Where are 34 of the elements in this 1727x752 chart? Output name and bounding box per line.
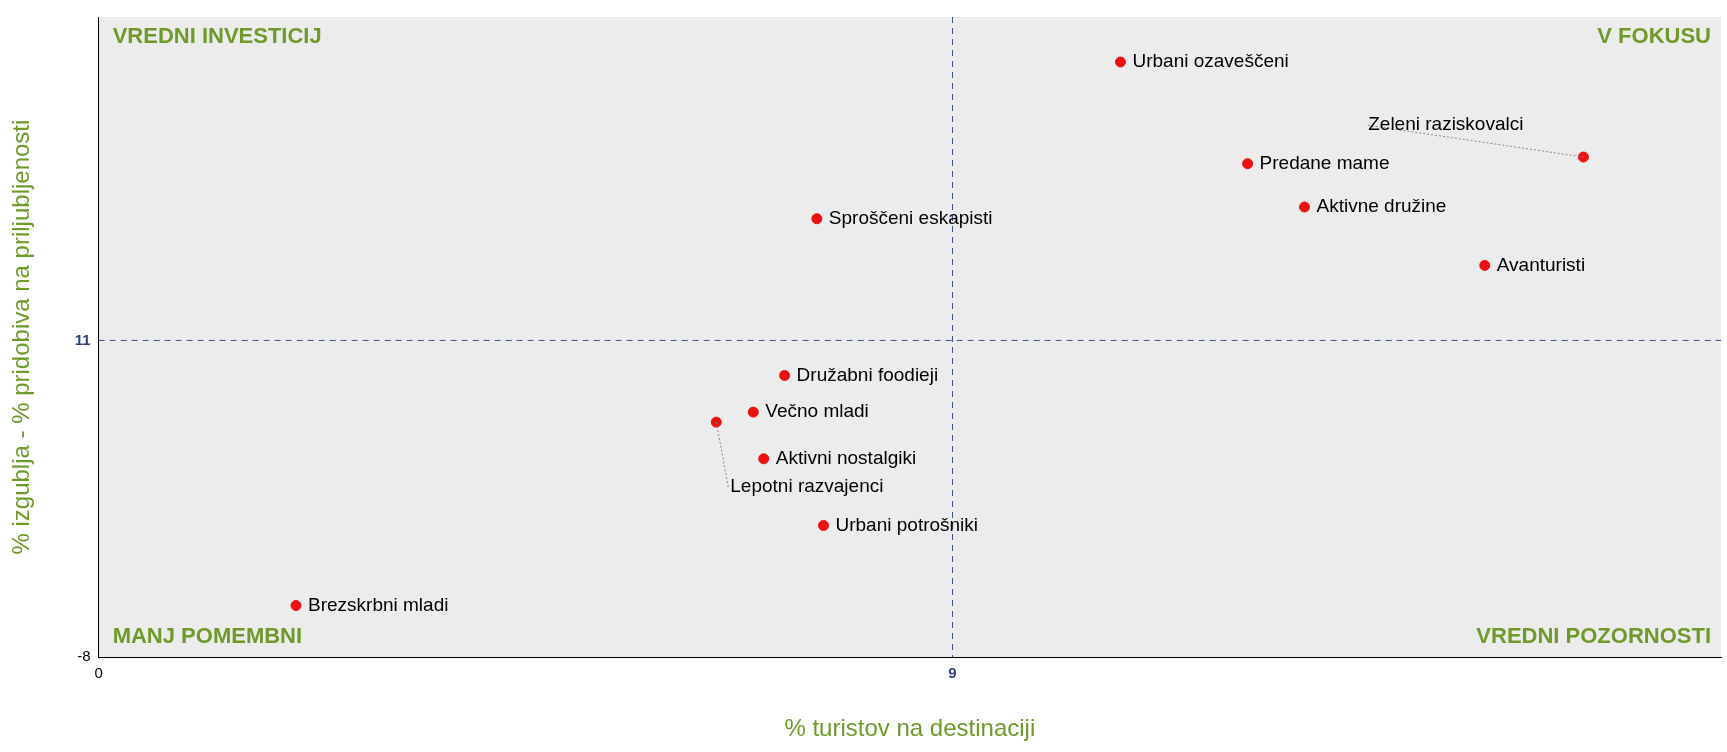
annotation: VREDNI POZORNOSTI (1476, 623, 1711, 649)
point (1114, 56, 1126, 68)
annotation: Lepotni razvajenci (730, 475, 884, 497)
x-axis-title: % turistov na destinaciji (784, 714, 1036, 742)
y-tick-label: -8 (77, 647, 91, 665)
x-tick-label: 9 (948, 664, 957, 682)
annotation: Aktivne družine (1316, 195, 1447, 217)
point (1479, 259, 1491, 271)
point (747, 406, 759, 418)
annotation: Družabni foodieji (796, 363, 939, 385)
point (1242, 158, 1254, 170)
annotation: Brezskrbni mladi (307, 593, 449, 615)
annotation: MANJ POMEMBNI (112, 623, 303, 649)
point (779, 369, 791, 381)
annotation: Aktivni nostalgiki (775, 447, 917, 469)
point (811, 213, 823, 225)
point (710, 416, 722, 428)
annotation: Predane mame (1259, 151, 1390, 173)
point (1577, 151, 1589, 163)
annotation: Večno mladi (765, 400, 869, 422)
y-tick-label: 11 (74, 330, 91, 348)
annotation: V FOKUSU (1597, 23, 1712, 49)
point (290, 600, 302, 612)
x-tick-label: 0 (94, 664, 103, 682)
annotation: VREDNI INVESTICIJ (112, 23, 322, 49)
annotation: Zeleni raziskovalci (1368, 113, 1524, 135)
annotation: Sproščeni eskapisti (828, 206, 993, 228)
y-axis-title: % izgublja - % pridobiva na priljubljenosti (7, 119, 35, 555)
point (1299, 201, 1310, 213)
annotation: Urbani potrošniki (835, 513, 979, 535)
annotation: Avanturisti (1496, 253, 1586, 275)
point (817, 519, 829, 531)
annotation: Urbani ozaveščeni (1132, 50, 1289, 72)
point (758, 453, 770, 465)
